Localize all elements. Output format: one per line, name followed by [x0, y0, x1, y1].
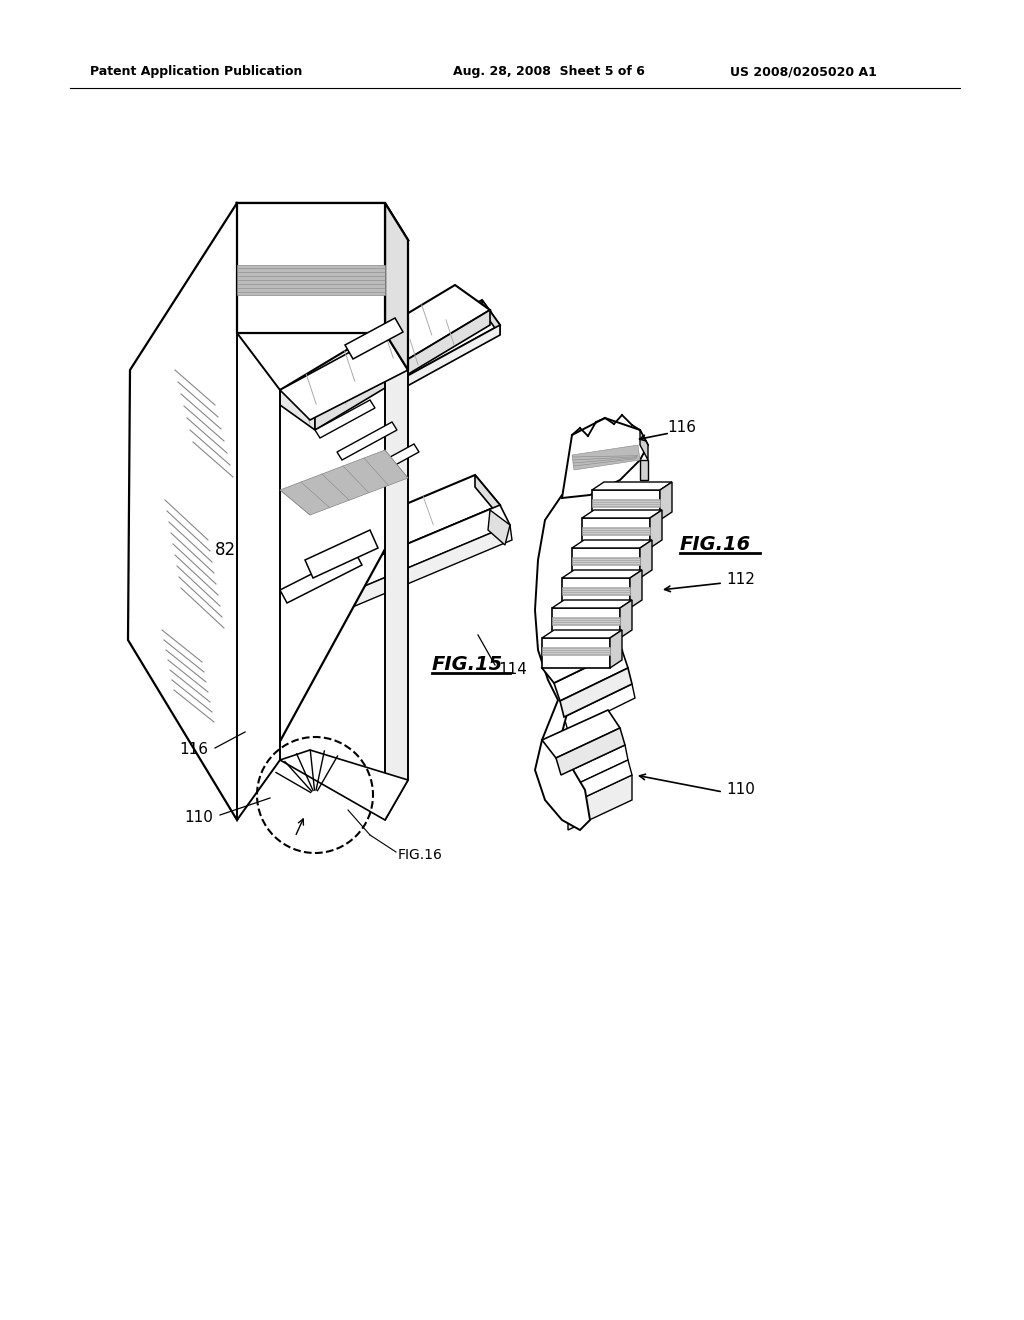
Polygon shape — [315, 310, 490, 430]
Polygon shape — [345, 318, 403, 359]
Polygon shape — [130, 475, 500, 649]
Polygon shape — [237, 203, 385, 333]
Polygon shape — [130, 620, 155, 663]
Text: US 2008/0205020 A1: US 2008/0205020 A1 — [730, 66, 877, 78]
Polygon shape — [385, 203, 408, 370]
Polygon shape — [561, 744, 628, 789]
Polygon shape — [315, 400, 375, 438]
Text: 110: 110 — [184, 810, 213, 825]
Polygon shape — [155, 506, 510, 671]
Polygon shape — [592, 499, 660, 507]
Polygon shape — [535, 488, 615, 830]
Polygon shape — [542, 647, 610, 655]
Polygon shape — [542, 638, 610, 668]
Polygon shape — [237, 333, 280, 820]
Polygon shape — [562, 578, 630, 609]
Polygon shape — [542, 710, 620, 758]
Polygon shape — [650, 510, 662, 548]
Polygon shape — [128, 203, 390, 820]
Text: FIG.16: FIG.16 — [680, 536, 752, 554]
Polygon shape — [562, 418, 648, 498]
Polygon shape — [552, 616, 620, 624]
Polygon shape — [482, 300, 500, 335]
Polygon shape — [280, 450, 408, 515]
Polygon shape — [282, 411, 300, 445]
Polygon shape — [305, 531, 378, 578]
Text: 112: 112 — [726, 573, 755, 587]
Polygon shape — [592, 482, 672, 490]
Polygon shape — [554, 649, 628, 701]
Polygon shape — [165, 525, 512, 685]
Polygon shape — [630, 570, 642, 609]
Polygon shape — [552, 601, 632, 609]
Polygon shape — [280, 750, 408, 820]
Polygon shape — [562, 570, 642, 578]
Text: 82: 82 — [214, 541, 236, 558]
Polygon shape — [582, 510, 662, 517]
Polygon shape — [568, 775, 632, 830]
Polygon shape — [280, 285, 490, 414]
Polygon shape — [475, 475, 500, 517]
Polygon shape — [542, 635, 622, 682]
Text: 114: 114 — [498, 663, 527, 677]
Polygon shape — [582, 527, 650, 535]
Polygon shape — [280, 333, 408, 420]
Polygon shape — [572, 548, 640, 578]
Polygon shape — [564, 684, 635, 731]
Polygon shape — [280, 552, 362, 603]
Polygon shape — [359, 444, 419, 482]
Polygon shape — [582, 517, 650, 548]
Polygon shape — [556, 729, 625, 775]
Polygon shape — [564, 760, 632, 805]
Polygon shape — [552, 609, 620, 638]
Polygon shape — [640, 540, 652, 578]
Polygon shape — [300, 325, 500, 445]
Polygon shape — [572, 540, 652, 548]
Polygon shape — [155, 506, 500, 663]
Text: 116: 116 — [179, 742, 208, 758]
Polygon shape — [562, 587, 630, 595]
Text: FIG.15: FIG.15 — [432, 656, 503, 675]
Polygon shape — [542, 630, 622, 638]
Polygon shape — [488, 510, 510, 545]
Polygon shape — [337, 422, 397, 459]
Text: 116: 116 — [668, 421, 696, 436]
Text: Patent Application Publication: Patent Application Publication — [90, 66, 302, 78]
Polygon shape — [282, 300, 500, 436]
Polygon shape — [385, 333, 408, 820]
Polygon shape — [560, 668, 632, 717]
Polygon shape — [237, 203, 408, 240]
Text: Aug. 28, 2008  Sheet 5 of 6: Aug. 28, 2008 Sheet 5 of 6 — [453, 66, 645, 78]
Polygon shape — [592, 490, 660, 520]
Polygon shape — [280, 389, 315, 430]
Polygon shape — [610, 630, 622, 668]
Polygon shape — [237, 265, 385, 294]
Polygon shape — [572, 445, 640, 470]
Polygon shape — [315, 310, 495, 425]
Polygon shape — [660, 482, 672, 520]
Polygon shape — [640, 459, 648, 480]
Polygon shape — [640, 430, 648, 459]
Polygon shape — [620, 601, 632, 638]
Polygon shape — [572, 557, 640, 565]
Text: 110: 110 — [726, 783, 755, 797]
Text: FIG.16: FIG.16 — [398, 847, 442, 862]
